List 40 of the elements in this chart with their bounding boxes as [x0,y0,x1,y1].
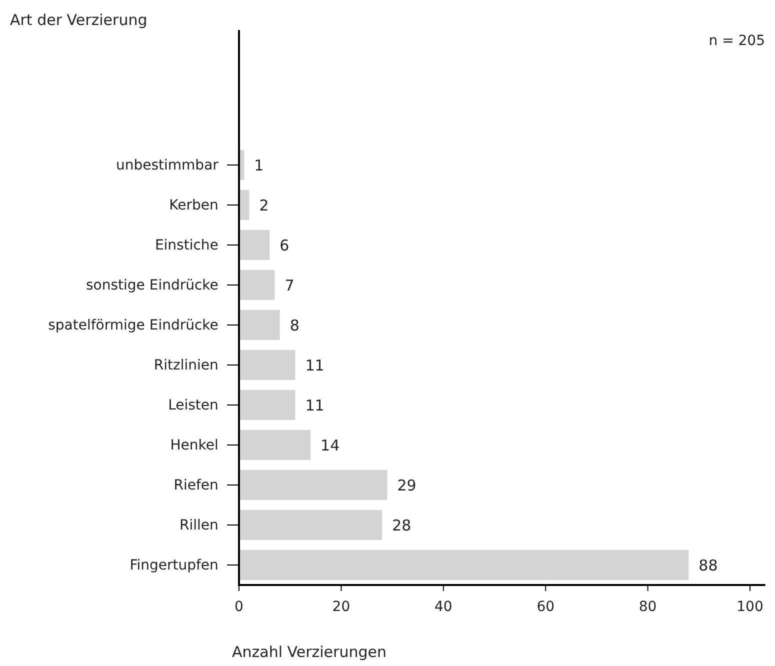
data-label: 7 [284,276,294,294]
bar [239,350,296,380]
y-tick-label: Einstiche [154,237,218,254]
y-tick-label: Rillen [180,517,218,534]
y-tick-label: Fingertupfen [130,557,218,574]
bar [239,230,270,260]
y-tick-label: Riefen [174,477,218,494]
bar [239,550,689,580]
bar [239,310,280,340]
x-tick-label: 80 [638,598,657,615]
data-label: 14 [320,436,340,454]
x-tick-label: 60 [536,598,555,615]
y-tick-label: Ritzlinien [154,357,218,374]
data-label: 6 [280,236,290,254]
bar [239,470,388,500]
bar [239,510,382,540]
y-tick-label: Leisten [168,397,218,414]
y-tick-label: Kerben [169,197,218,214]
y-tick-label: spatelförmige Eindrücke [48,317,218,334]
bar [239,430,311,460]
x-tick-label: 0 [234,598,244,615]
data-label: 28 [392,516,412,534]
bar [239,270,275,300]
data-label: 11 [305,396,324,414]
bar [239,390,296,420]
text: n = 205 [708,33,765,49]
data-label: 11 [305,356,324,374]
text: Art der Verzierung [10,11,148,29]
x-axis-title: Anzahl Verzierungen [232,643,386,661]
y-tick-label: sonstige Eindrücke [86,277,218,294]
data-label: 88 [698,556,718,574]
data-label: 1 [254,156,264,174]
data-label: 8 [290,316,300,334]
y-tick-label: unbestimmbar [116,157,219,174]
data-label: 29 [397,476,416,494]
data-label: 2 [259,196,269,214]
y-tick-label: Henkel [170,437,218,454]
x-tick-label: 40 [434,598,452,615]
x-tick-label: 100 [736,598,764,615]
x-tick-label: 20 [332,598,350,615]
